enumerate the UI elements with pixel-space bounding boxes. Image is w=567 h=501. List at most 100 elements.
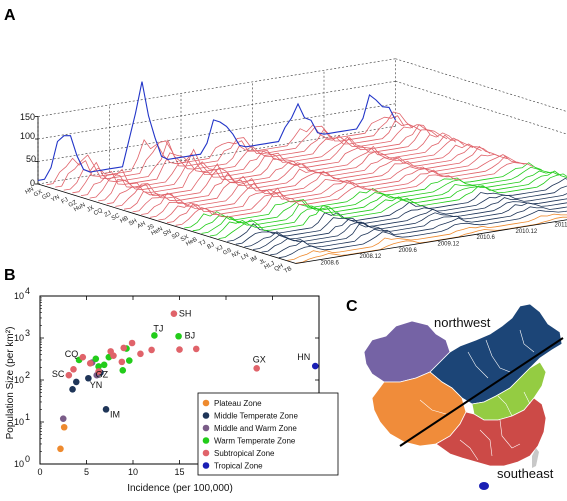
scatter-point xyxy=(312,363,319,370)
northwest-label: northwest xyxy=(434,315,491,330)
scatter-point xyxy=(101,362,108,369)
scatter-point xyxy=(61,424,68,431)
date-label: 2010.6 xyxy=(477,235,496,241)
legend-label: Tropical Zone xyxy=(214,462,263,471)
scatter-point xyxy=(137,351,144,358)
province-label: YN xyxy=(51,194,61,203)
province-series-line xyxy=(81,125,439,196)
legend-marker xyxy=(203,425,210,432)
province-label: LN xyxy=(240,253,250,262)
z-gridline xyxy=(38,104,396,162)
panel-b-scatter-chart: 051015202530100101102103104 SHTJBJCQSCGZ… xyxy=(5,286,338,494)
scatter-point xyxy=(148,347,155,354)
province-series-line xyxy=(72,125,430,193)
scatter-point xyxy=(126,357,133,364)
scatter-point xyxy=(69,386,76,393)
point-label: CQ xyxy=(65,349,79,359)
date-label: 2009.12 xyxy=(438,241,460,247)
province-label: NX xyxy=(231,250,241,259)
legend-label: Warm Temperate Zone xyxy=(214,437,296,446)
southeast-label: southeast xyxy=(497,466,554,481)
y-tick-exponent: 3 xyxy=(25,328,30,338)
province-series-line xyxy=(244,185,567,247)
scatter-point xyxy=(129,340,136,347)
legend-marker xyxy=(203,450,210,457)
y-axis-title: Population Size (per km²) xyxy=(5,327,16,440)
province-series-line xyxy=(167,156,525,222)
province-label: TB xyxy=(283,266,293,275)
y-tick-exponent: 1 xyxy=(25,412,30,422)
date-label: 2011.6 xyxy=(555,223,567,229)
scatter-point xyxy=(176,346,183,353)
point-label: IM xyxy=(110,409,120,419)
z-tick-50: 50 xyxy=(26,154,36,164)
province-series-line xyxy=(184,163,542,228)
scatter-point xyxy=(57,446,64,453)
y-tick-exponent: 0 xyxy=(25,454,30,464)
point-label: YN xyxy=(90,380,103,390)
scatter-point xyxy=(70,366,77,373)
z-gridline xyxy=(38,81,396,139)
x-tick-label: 0 xyxy=(37,467,42,477)
x-tick-label: 5 xyxy=(84,467,89,477)
scatter-point xyxy=(87,360,94,367)
y-tick-exponent: 2 xyxy=(25,370,30,380)
point-label: BJ xyxy=(185,330,196,340)
legend-label: Middle Temperate Zone xyxy=(214,412,298,421)
province-series-line xyxy=(107,135,465,204)
scatter-point xyxy=(171,310,178,317)
province-label: TJ xyxy=(198,239,207,247)
scatter-point xyxy=(119,367,126,374)
scatter-point xyxy=(119,359,126,366)
province-series-line xyxy=(98,133,456,201)
scatter-point xyxy=(103,406,110,413)
scatter-point xyxy=(175,333,182,340)
point-label: HN xyxy=(297,352,310,362)
legend-marker xyxy=(203,437,210,444)
legend-label: Plateau Zone xyxy=(214,399,262,408)
legend: Plateau Zone Middle Temperate Zone Middle … xyxy=(198,393,338,475)
z-tick-150: 150 xyxy=(20,112,35,122)
scatter-point xyxy=(93,355,100,362)
panel-c-letter: C xyxy=(346,298,358,315)
x-tick-label: 15 xyxy=(174,467,184,477)
scatter-point xyxy=(110,352,117,359)
province-series-line xyxy=(55,112,413,187)
province-label: IM xyxy=(250,255,259,263)
legend-label: Middle and Warm Zone xyxy=(214,424,297,433)
province-series-line xyxy=(90,130,448,198)
y-tick-exponent: 4 xyxy=(25,286,30,296)
point-label: GZ xyxy=(96,369,109,379)
scatter-point xyxy=(193,346,200,353)
legend-marker xyxy=(203,412,210,419)
province-label: AH xyxy=(137,221,147,230)
scatter-point xyxy=(79,354,86,361)
province-label: BJ xyxy=(207,242,216,251)
point-label: TJ xyxy=(153,323,163,333)
y-tick-label: 10 xyxy=(14,459,24,469)
scatter-point xyxy=(60,415,67,422)
legend-marker xyxy=(203,400,210,407)
z-tick-100: 100 xyxy=(20,131,35,141)
date-label: 2008.12 xyxy=(360,254,382,260)
legend-label: Subtropical Zone xyxy=(214,449,275,458)
scatter-point xyxy=(120,345,127,352)
x-tick-label: 10 xyxy=(128,467,138,477)
panel-a-letter: A xyxy=(4,7,16,24)
point-label: SC xyxy=(52,369,65,379)
panel-b-letter: B xyxy=(4,267,16,284)
date-label: 2009.6 xyxy=(399,248,418,254)
side-gridline xyxy=(396,81,567,161)
scatter-point xyxy=(73,379,80,386)
date-label: 2008.6 xyxy=(321,260,340,266)
scatter-point xyxy=(253,365,260,372)
point-label: GX xyxy=(253,354,266,364)
province-label: CQ xyxy=(93,208,104,218)
z-tick-0: 0 xyxy=(30,178,35,188)
legend-marker xyxy=(203,462,210,469)
panel-c-china-map: northwest southeast xyxy=(364,304,563,490)
y-tick-label: 10 xyxy=(14,291,24,301)
